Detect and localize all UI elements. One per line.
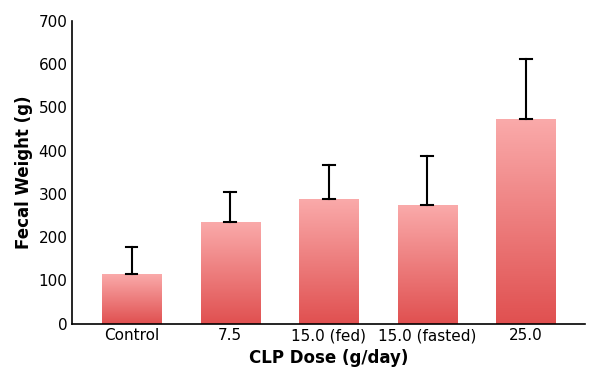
Y-axis label: Fecal Weight (g): Fecal Weight (g) [15, 96, 33, 249]
X-axis label: CLP Dose (g/day): CLP Dose (g/day) [249, 349, 409, 367]
